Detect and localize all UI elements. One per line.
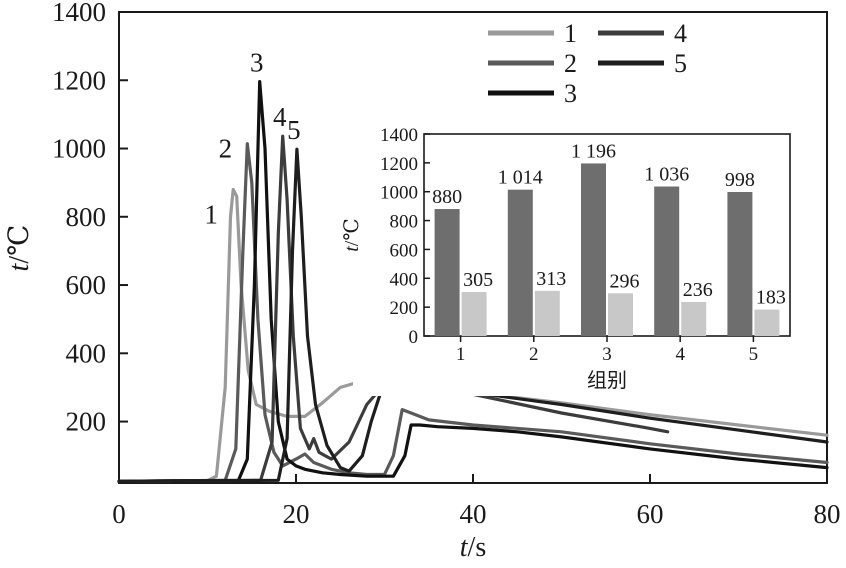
legend-label: 4 — [674, 19, 687, 48]
y-tick-label: 1400 — [52, 0, 106, 27]
inset-ylabel: t/℃ — [341, 218, 363, 252]
bar-peak-4 — [654, 186, 680, 336]
bar-value-label: 880 — [432, 186, 462, 208]
inset-y-tick-label: 0 — [409, 327, 419, 348]
legend-label: 3 — [564, 79, 577, 108]
inset-x-tick-label: 1 — [456, 344, 466, 365]
bar-peak-1 — [434, 209, 460, 336]
bar-residual-3 — [608, 293, 633, 336]
inset-y-tick-label: 600 — [390, 240, 419, 261]
y-tick-label: 600 — [66, 270, 107, 300]
y-tick-label: 1000 — [52, 134, 106, 164]
peak-label: 1 — [204, 199, 218, 229]
bar-residual-1 — [461, 291, 487, 336]
x-tick-label: 60 — [637, 499, 664, 529]
bar-value-label: 305 — [463, 269, 493, 291]
bar-value-label: 1 014 — [498, 167, 543, 189]
inset-x-tick-label: 5 — [749, 344, 759, 365]
series-line-5 — [117, 147, 829, 483]
legend-label: 5 — [674, 49, 687, 78]
bar-value-label: 1 196 — [571, 140, 616, 162]
series-line-3 — [117, 80, 829, 483]
legend-label: 1 — [564, 19, 577, 48]
peak-label: 5 — [287, 115, 301, 145]
inset-xlabel: 组别 — [587, 369, 627, 392]
peak-label: 3 — [250, 48, 264, 78]
inset-y-tick-label: 800 — [390, 212, 419, 233]
bar-peak-3 — [581, 163, 606, 336]
y-tick-label: 800 — [66, 202, 107, 232]
inset-y-tick-label: 1000 — [380, 183, 418, 204]
inset-x-tick-label: 2 — [529, 344, 539, 365]
bar-peak-2 — [507, 189, 533, 336]
bar-residual-2 — [534, 290, 560, 336]
inset-y-tick-label: 1400 — [380, 125, 418, 146]
inset-y-tick-label: 200 — [390, 298, 419, 319]
bar-peak-5 — [727, 192, 753, 336]
main-xlabel: t/s — [460, 532, 486, 563]
x-tick-label: 0 — [112, 499, 126, 529]
bar-residual-5 — [754, 309, 780, 336]
inset-x-tick-label: 4 — [675, 344, 685, 365]
x-tick-label: 40 — [460, 499, 487, 529]
bar-value-label: 313 — [536, 268, 566, 290]
y-tick-label: 1200 — [52, 65, 106, 95]
bar-residual-4 — [681, 301, 707, 336]
inset-y-tick-label: 1200 — [380, 154, 418, 175]
legend-label: 2 — [564, 49, 577, 78]
bar-value-label: 236 — [683, 279, 713, 301]
inset-y-tick-label: 400 — [390, 269, 419, 290]
main-ylabel: t/℃ — [4, 225, 35, 272]
bar-value-label: 998 — [725, 169, 755, 191]
peak-label: 2 — [219, 134, 233, 164]
y-tick-label: 400 — [66, 338, 107, 368]
bar-value-label: 1 036 — [644, 164, 689, 186]
peak-label: 4 — [273, 102, 287, 132]
bar-value-label: 183 — [756, 287, 786, 309]
bar-value-label: 296 — [610, 270, 640, 292]
series-line-2 — [117, 142, 829, 483]
inset-x-tick-label: 3 — [602, 344, 612, 365]
legend: 123 45 — [488, 19, 687, 108]
x-tick-label: 20 — [283, 499, 310, 529]
y-tick-label: 200 — [66, 407, 107, 437]
x-tick-label: 80 — [814, 499, 841, 529]
